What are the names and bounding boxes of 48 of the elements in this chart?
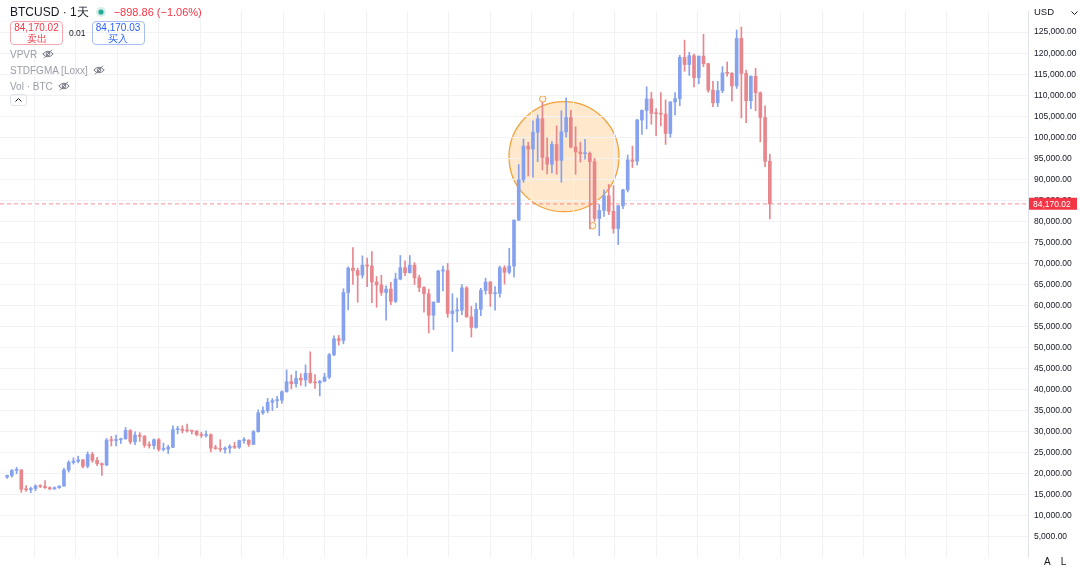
annotation: 卖出 xyxy=(26,33,47,44)
y-axis-title: USD xyxy=(1034,6,1055,18)
annotation: STDFGMA [Loxx] xyxy=(10,64,88,76)
y-tick-label: 15,000.00 xyxy=(1034,489,1073,500)
y-tick-label: 115,000.00 xyxy=(1034,68,1077,79)
y-tick-label: 60,000.00 xyxy=(1034,299,1073,310)
candlestick xyxy=(384,285,388,321)
annotation: 84,170.02 xyxy=(14,22,59,33)
y-tick-label: 25,000.00 xyxy=(1034,447,1073,458)
y-tick-label: 40,000.00 xyxy=(1034,384,1073,394)
y-tick-label: 35,000.00 xyxy=(1034,405,1073,416)
annotation: −898.86 (−1.06%) xyxy=(113,6,202,18)
annotation: 0.01 xyxy=(69,28,86,38)
y-tick-label: 80,000.00 xyxy=(1034,215,1073,226)
y-tick-label: 30,000.00 xyxy=(1034,426,1073,437)
candlestick xyxy=(218,439,223,452)
text: A xyxy=(1044,556,1051,568)
annotation: VPVR xyxy=(10,48,38,60)
y-tick-label: 55,000.00 xyxy=(1034,320,1073,331)
candlestick xyxy=(526,142,531,177)
chart-title: BTCUSD · 1天 xyxy=(10,3,89,21)
y-tick-label: 45,000.00 xyxy=(1034,362,1073,373)
y-tick-label: 120,000.00 xyxy=(1034,47,1077,58)
y-tick-label: 50,000.00 xyxy=(1034,341,1073,352)
annotation: Vol · BTC xyxy=(10,80,53,92)
annotation: 84,170.03 xyxy=(95,22,141,33)
y-tick-label: 75,000.00 xyxy=(1034,236,1073,247)
y-tick-label: 95,000.00 xyxy=(1034,152,1073,163)
candlestick xyxy=(583,139,587,160)
price-button: 84,170.03 买入 xyxy=(91,21,145,45)
y-tick-label: 100,000.00 xyxy=(1034,131,1077,142)
y-tick-label: 125,000.00 xyxy=(1034,26,1077,37)
y-tick-label: 10,000.00 xyxy=(1034,510,1073,521)
ref-line-label: 84,170.02 xyxy=(1033,198,1072,209)
y-tick-label: 20,000.00 xyxy=(1034,468,1073,479)
candlestick xyxy=(137,432,142,442)
price-button: 84,170.02 卖出 xyxy=(10,21,63,45)
y-tick-label: 65,000.00 xyxy=(1034,278,1073,289)
y-tick-label: 90,000.00 xyxy=(1034,173,1073,184)
y-tick-label: 105,000.00 xyxy=(1034,110,1077,121)
y-tick-label: 70,000.00 xyxy=(1034,257,1073,268)
candlestick xyxy=(351,247,355,285)
candlestick xyxy=(587,151,592,230)
annotation: 买入 xyxy=(108,33,129,44)
candlestick xyxy=(109,436,114,447)
y-tick-label: 110,000.00 xyxy=(1034,89,1077,100)
y-tick-label: 5,000.00 xyxy=(1034,531,1068,542)
text: L xyxy=(1060,556,1067,568)
